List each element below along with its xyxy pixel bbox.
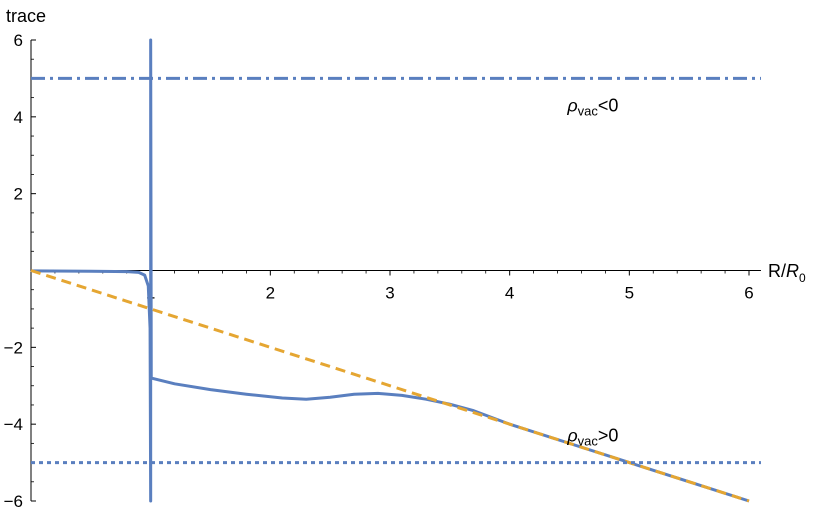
y-tick-label: 4 (14, 108, 23, 127)
annotation-rho-vac: ρvac>0 (566, 426, 618, 449)
x-tick-label: 4 (505, 284, 514, 303)
x-tick-label: 6 (744, 284, 753, 303)
y-axis-label: trace (6, 6, 46, 26)
x-tick-label: 3 (385, 284, 394, 303)
series-layer (30, 38, 761, 503)
y-tick-label: −2 (4, 338, 23, 357)
series-line-dashed (30, 269, 750, 503)
x-axis-label: R/R0 (768, 261, 806, 285)
y-tick-label: 2 (14, 185, 23, 204)
y-tick-label: −4 (4, 415, 23, 434)
x-tick-label: 2 (266, 284, 275, 303)
y-tick-label: −6 (4, 492, 23, 511)
annotation-layer: ρvac<0 ρvac>0 (566, 95, 618, 448)
x-tick-label: 5 (625, 284, 634, 303)
y-tick-label: 6 (14, 31, 23, 50)
annotation-rho-vac: ρvac<0 (566, 95, 618, 118)
